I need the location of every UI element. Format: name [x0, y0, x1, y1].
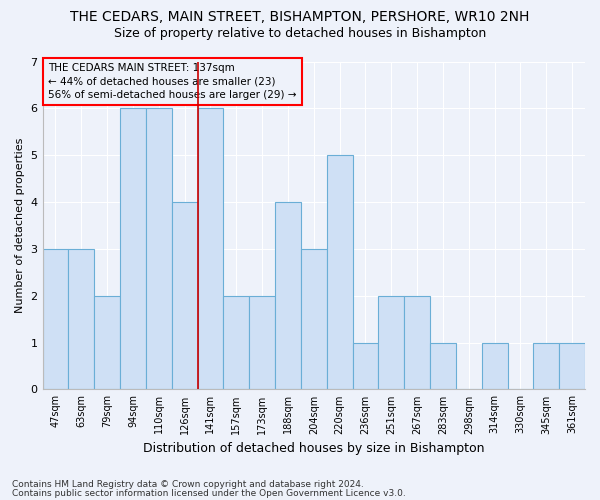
Bar [223, 296, 249, 390]
Bar [43, 249, 68, 390]
Text: Contains public sector information licensed under the Open Government Licence v3: Contains public sector information licen… [12, 488, 406, 498]
Bar [326, 155, 353, 390]
Text: Size of property relative to detached houses in Bishampton: Size of property relative to detached ho… [114, 28, 486, 40]
Bar [379, 296, 404, 390]
Bar [275, 202, 301, 390]
Bar [249, 296, 275, 390]
Bar [482, 342, 508, 390]
Text: THE CEDARS MAIN STREET: 137sqm
← 44% of detached houses are smaller (23)
56% of : THE CEDARS MAIN STREET: 137sqm ← 44% of … [48, 63, 296, 100]
Bar [120, 108, 146, 390]
Bar [559, 342, 585, 390]
Bar [301, 249, 326, 390]
Bar [430, 342, 456, 390]
Bar [404, 296, 430, 390]
Bar [146, 108, 172, 390]
Text: Contains HM Land Registry data © Crown copyright and database right 2024.: Contains HM Land Registry data © Crown c… [12, 480, 364, 489]
Bar [533, 342, 559, 390]
Bar [68, 249, 94, 390]
Bar [353, 342, 379, 390]
Bar [94, 296, 120, 390]
Y-axis label: Number of detached properties: Number of detached properties [15, 138, 25, 313]
Bar [172, 202, 197, 390]
X-axis label: Distribution of detached houses by size in Bishampton: Distribution of detached houses by size … [143, 442, 485, 455]
Text: THE CEDARS, MAIN STREET, BISHAMPTON, PERSHORE, WR10 2NH: THE CEDARS, MAIN STREET, BISHAMPTON, PER… [70, 10, 530, 24]
Bar [197, 108, 223, 390]
